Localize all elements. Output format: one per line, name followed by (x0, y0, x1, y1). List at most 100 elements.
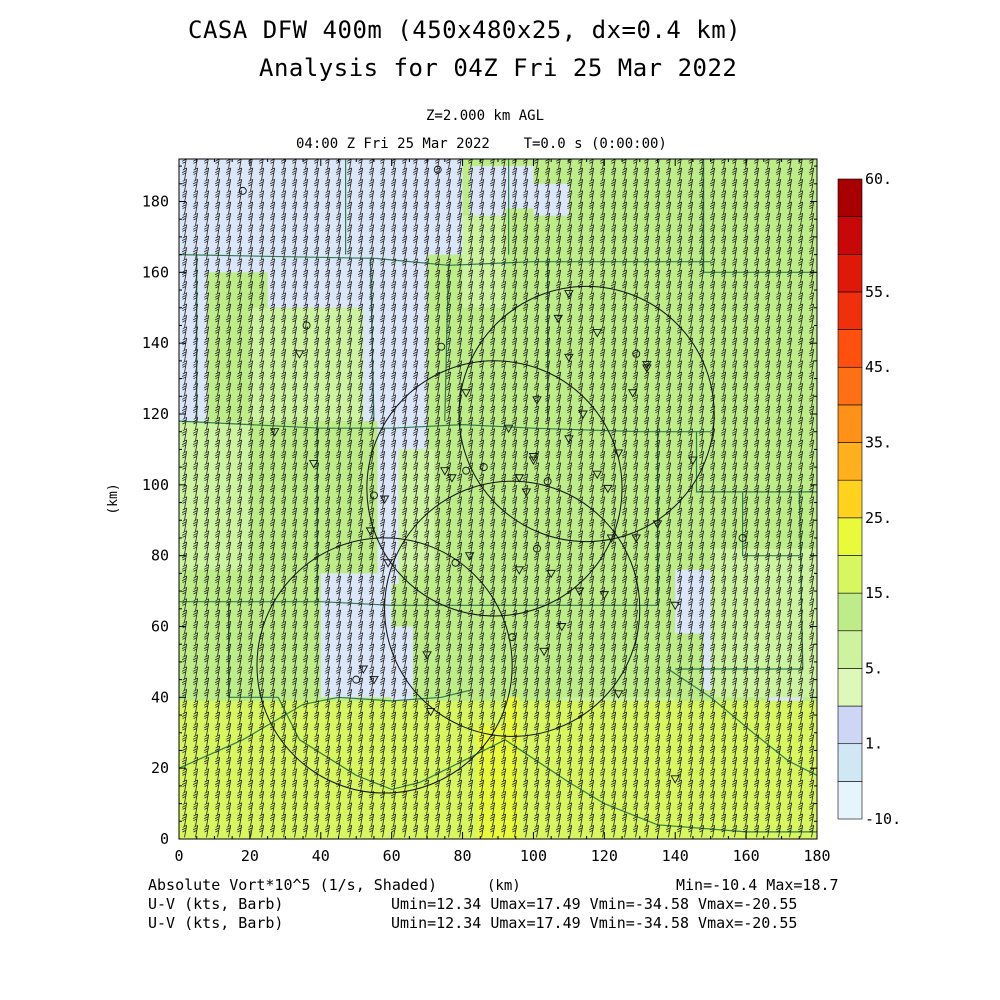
wind-barb (489, 190, 496, 203)
wind-barb (797, 768, 804, 781)
wind-barb (522, 768, 529, 781)
wind-barb (621, 360, 628, 373)
wind-barb (203, 541, 210, 555)
wind-barb (555, 159, 561, 169)
wind-barb (544, 360, 551, 373)
wind-barb (445, 371, 452, 385)
wind-barb (181, 280, 188, 294)
wind-barb (676, 337, 683, 351)
wind-barb (511, 450, 518, 464)
wind-barb (302, 405, 309, 419)
wind-barb (665, 496, 672, 509)
wind-barb (203, 178, 210, 192)
wind-barb (643, 700, 650, 713)
wind-barb (599, 405, 606, 419)
wind-barb (225, 314, 232, 328)
wind-barb (467, 439, 474, 453)
wind-barb (676, 802, 683, 815)
wind-barb (654, 178, 661, 192)
wind-barb (775, 734, 782, 747)
wind-barb (577, 802, 584, 815)
wind-barb (764, 632, 771, 645)
wind-barb (302, 779, 309, 793)
wind-barb (489, 552, 496, 566)
wind-barb (577, 620, 584, 634)
wind-barb (203, 190, 210, 203)
wind-barb (302, 711, 309, 725)
wind-barb (654, 677, 661, 691)
wind-barb (269, 314, 276, 328)
wind-barb (533, 314, 540, 328)
wind-barb (599, 416, 606, 430)
wind-barb (313, 530, 320, 543)
wind-barb (357, 212, 364, 226)
wind-barb (280, 416, 287, 430)
wind-barb (731, 394, 738, 407)
wind-barb (522, 360, 529, 373)
wind-barb (445, 677, 452, 691)
wind-barb (346, 745, 353, 759)
wind-barb (401, 541, 408, 555)
wind-barb (533, 518, 540, 532)
wind-barb (225, 428, 232, 441)
wind-barb (544, 530, 551, 543)
wind-barb (731, 382, 738, 396)
wind-barb (423, 246, 430, 260)
wind-barb (632, 224, 639, 237)
wind-barb (357, 552, 364, 566)
wind-barb (786, 722, 793, 736)
wind-barb (357, 586, 364, 600)
wind-barb (225, 212, 232, 226)
wind-barb (269, 507, 276, 521)
wind-barb (291, 167, 298, 181)
wind-barb (203, 643, 210, 657)
wind-barb (676, 824, 683, 838)
wind-barb (522, 552, 529, 566)
wind-barb (632, 813, 639, 827)
wind-barb (390, 159, 396, 169)
wind-barb (247, 292, 254, 305)
wind-barb (302, 428, 309, 441)
wind-barb (269, 790, 276, 804)
wind-barb (698, 654, 705, 668)
wind-barb (357, 371, 364, 385)
wind-barb (456, 620, 463, 634)
wind-barb (599, 666, 606, 679)
wind-barb (258, 428, 265, 441)
wind-barb (280, 745, 287, 759)
wind-barb (621, 632, 628, 645)
wind-barb (368, 473, 375, 487)
wind-barb (258, 416, 265, 430)
wind-barb (709, 813, 716, 827)
wind-barb (753, 575, 760, 589)
wind-barb (775, 711, 782, 725)
wind-barb (434, 224, 441, 237)
wind-barb (511, 790, 518, 804)
wind-barb (280, 201, 287, 215)
wind-barb (335, 326, 342, 339)
wind-barb (203, 734, 210, 747)
wind-barb (632, 507, 639, 521)
wind-barb (456, 734, 463, 747)
wind-barb (181, 416, 188, 430)
wind-barb (302, 598, 309, 611)
wind-barb (808, 484, 815, 498)
wind-barb (753, 598, 760, 611)
wind-barb (390, 700, 397, 713)
wind-barb (676, 654, 683, 668)
wind-barb (467, 552, 474, 566)
wind-barb (731, 700, 738, 713)
wind-barb (709, 824, 716, 838)
wind-barb (731, 484, 738, 498)
field-patch (533, 183, 569, 216)
wind-barb (731, 159, 737, 169)
wind-barb (313, 609, 320, 623)
wind-barb (324, 756, 331, 770)
station-triangle (294, 350, 305, 359)
wind-barb (467, 382, 474, 396)
wind-barb (566, 201, 573, 215)
wind-barb (588, 382, 595, 396)
wind-barb (269, 745, 276, 759)
wind-barb (258, 405, 265, 419)
wind-barb (401, 394, 408, 407)
